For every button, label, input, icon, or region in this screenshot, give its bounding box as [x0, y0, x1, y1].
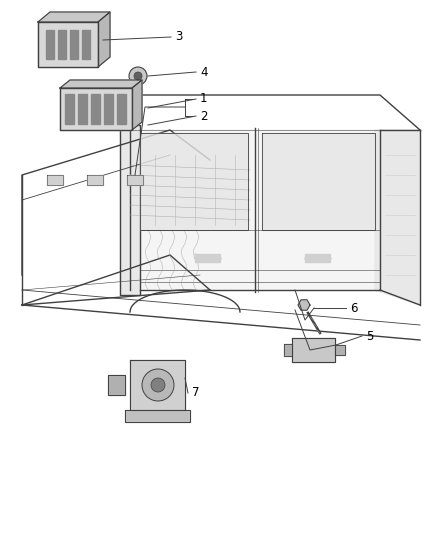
Text: 7: 7 [192, 386, 199, 400]
Circle shape [151, 378, 165, 392]
Text: 3: 3 [175, 30, 182, 44]
Circle shape [129, 67, 147, 85]
Polygon shape [298, 300, 310, 310]
Polygon shape [47, 175, 63, 185]
Polygon shape [140, 133, 248, 230]
Polygon shape [117, 94, 126, 124]
Polygon shape [91, 94, 100, 124]
Polygon shape [284, 344, 292, 356]
Polygon shape [38, 12, 110, 22]
Text: 4: 4 [200, 66, 208, 78]
Polygon shape [195, 254, 220, 262]
Polygon shape [132, 80, 142, 130]
Circle shape [134, 72, 142, 80]
Polygon shape [305, 254, 330, 262]
Polygon shape [130, 130, 420, 305]
Polygon shape [46, 30, 54, 59]
Polygon shape [70, 30, 78, 59]
Polygon shape [375, 130, 420, 305]
Circle shape [142, 369, 174, 401]
Polygon shape [125, 410, 190, 422]
Text: 2: 2 [200, 109, 208, 123]
Polygon shape [108, 375, 125, 395]
Polygon shape [127, 175, 143, 185]
Polygon shape [104, 94, 113, 124]
Polygon shape [262, 133, 375, 230]
Polygon shape [335, 345, 345, 355]
Text: 6: 6 [350, 302, 357, 314]
Polygon shape [60, 80, 142, 88]
Text: 5: 5 [366, 329, 373, 343]
Polygon shape [38, 22, 98, 67]
Text: 1: 1 [200, 93, 208, 106]
Polygon shape [130, 360, 185, 410]
Polygon shape [120, 125, 140, 295]
Polygon shape [292, 338, 335, 362]
Polygon shape [58, 30, 66, 59]
Polygon shape [87, 175, 103, 185]
Polygon shape [98, 12, 110, 67]
Polygon shape [78, 94, 87, 124]
Polygon shape [65, 94, 74, 124]
Polygon shape [82, 30, 90, 59]
Polygon shape [60, 88, 132, 130]
